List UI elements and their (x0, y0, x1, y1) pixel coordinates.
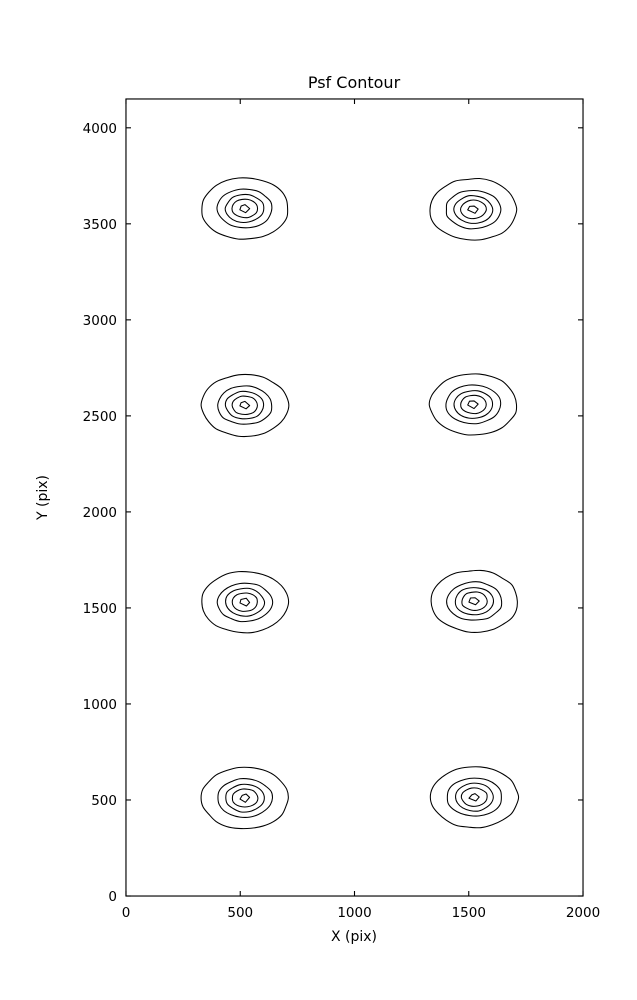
contour-level-2 (454, 587, 495, 616)
contour-level-3 (460, 394, 487, 415)
y-tick-label: 2000 (83, 505, 117, 521)
contour-level-1 (446, 777, 502, 817)
contour-level-4 (467, 205, 479, 214)
contour-level-4 (239, 597, 251, 607)
contour-level-0 (201, 571, 290, 634)
x-tick-label: 500 (227, 905, 253, 921)
contour-level-0 (429, 766, 520, 829)
contour-level-4 (468, 597, 480, 606)
axes-frame-overlay (125, 98, 584, 897)
contour-level-2 (225, 587, 266, 617)
x-tick-label: 0 (122, 905, 131, 921)
contour-level-0 (429, 177, 518, 241)
chart-title: Psf Contour (308, 73, 401, 92)
x-tick-label: 1000 (337, 905, 371, 921)
contour-level-1 (217, 385, 273, 425)
contour-level-2 (224, 390, 265, 420)
contour-level-2 (453, 390, 494, 419)
contour-level-4 (467, 400, 479, 410)
x-tick-label: 1500 (452, 905, 486, 921)
contour-level-4 (239, 400, 251, 410)
psf-source-contours (200, 766, 289, 830)
x-axis-ticks: 0 500 1000 1500 2000 (122, 99, 600, 921)
y-tick-label: 4000 (83, 121, 117, 137)
contour-level-4 (239, 793, 251, 803)
contour-level-2 (224, 193, 265, 223)
contour-level-4 (468, 793, 480, 802)
contour-level-0 (430, 569, 518, 633)
x-axis-label: X (pix) (331, 929, 377, 945)
contour-level-3 (460, 199, 487, 220)
y-tick-label: 3000 (83, 313, 117, 329)
contour-level-2 (225, 783, 265, 813)
psf-source-contours (430, 569, 518, 633)
contour-level-1 (446, 581, 503, 621)
contour-level-2 (453, 195, 494, 224)
psf-source-contours (429, 177, 518, 241)
x-tick-label: 2000 (566, 905, 600, 921)
psf-source-contours (429, 766, 520, 829)
contour-level-0 (200, 766, 289, 830)
psf-source-contours (201, 177, 289, 240)
y-tick-label: 0 (108, 889, 117, 905)
contour-level-0 (428, 373, 518, 436)
contour-level-3 (461, 591, 488, 611)
contour-level-3 (231, 592, 258, 612)
y-tick-label: 500 (91, 793, 117, 809)
plot-background (126, 99, 583, 896)
psf-source-contours (428, 373, 518, 436)
contour-level-1 (445, 384, 502, 425)
y-tick-label: 1500 (83, 601, 117, 617)
contour-level-3 (231, 198, 259, 219)
y-tick-label: 1000 (83, 697, 117, 713)
contour-group (200, 177, 520, 830)
contour-level-3 (231, 395, 258, 415)
contour-level-3 (231, 788, 259, 808)
contour-level-4 (239, 204, 251, 214)
y-tick-label: 2500 (83, 409, 117, 425)
contour-level-1 (216, 188, 273, 229)
y-axis-label: Y (pix) (35, 475, 51, 521)
contour-level-2 (455, 782, 494, 812)
contour-level-1 (216, 582, 274, 623)
contour-level-1 (217, 778, 273, 818)
y-tick-label: 3500 (83, 217, 117, 233)
contour-level-0 (201, 177, 289, 240)
contour-level-1 (445, 189, 502, 230)
y-axis-ticks: 0 500 1000 1500 2000 2500 3000 3500 4000 (83, 121, 583, 905)
psf-source-contours (200, 373, 290, 438)
psf-source-contours (201, 571, 290, 634)
contour-level-0 (200, 373, 290, 438)
contour-level-3 (460, 787, 488, 807)
